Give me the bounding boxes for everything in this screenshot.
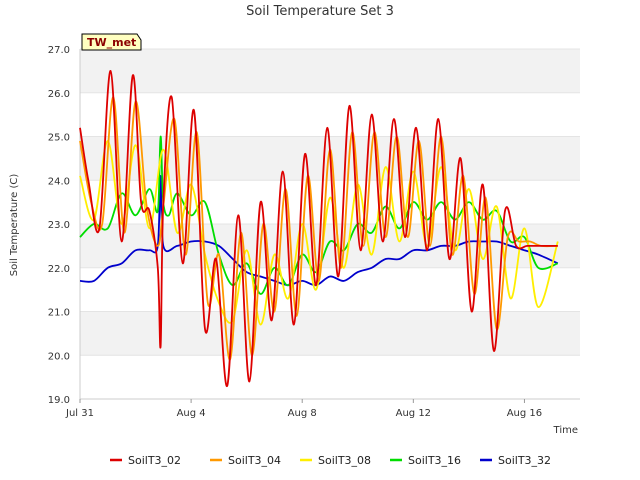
y-axis-label: Soil Temperature (C): [9, 174, 20, 277]
x-axis-ticks: Jul 31 Aug 4 Aug 8 Aug 12 Aug 16: [65, 399, 542, 419]
y-tick-label: 26.0: [48, 89, 70, 100]
x-tick-label: Aug 16: [507, 408, 542, 419]
y-tick-label: 22.0: [48, 264, 70, 275]
site-tag-box: [81, 33, 142, 51]
series-line-soilt3-02: [79, 69, 558, 387]
legend: SoilT3_02 SoilT3_04 SoilT3_08 SoilT3_16 Soil…: [110, 454, 551, 467]
legend-label: SoilT3_02: [128, 454, 181, 467]
y-tick-label: 23.0: [48, 220, 70, 231]
y-tick-label: 21.0: [48, 308, 70, 319]
y-tick-label: 25.0: [48, 133, 70, 144]
legend-label: SoilT3_32: [498, 454, 551, 467]
grid-band: [80, 311, 580, 356]
chart-title: Soil Temperature Set 3: [246, 4, 394, 19]
series-lines: [79, 69, 559, 387]
y-tick-label: 20.0: [48, 351, 70, 362]
y-tick-label: 19.0: [48, 395, 70, 406]
legend-label: SoilT3_16: [408, 454, 461, 467]
x-axis-label: Time: [553, 425, 578, 436]
site-tag: TW_met: [81, 33, 142, 51]
legend-label: SoilT3_04: [228, 454, 281, 467]
y-axis-ticks: 19.0 20.0 21.0 22.0 23.0 24.0 25.0 26.0 27.0: [48, 45, 70, 406]
x-tick-label: Aug 4: [177, 408, 206, 419]
x-tick-label: Jul 31: [65, 408, 94, 419]
site-tag-label: TW_met: [87, 36, 136, 49]
plot-background: [79, 48, 580, 400]
y-tick-label: 24.0: [48, 176, 70, 187]
y-tick-label: 27.0: [48, 45, 70, 56]
legend-label: SoilT3_08: [318, 454, 371, 467]
grid-band: [80, 49, 580, 93]
x-tick-label: Aug 8: [288, 408, 317, 419]
x-tick-label: Aug 12: [396, 408, 431, 419]
